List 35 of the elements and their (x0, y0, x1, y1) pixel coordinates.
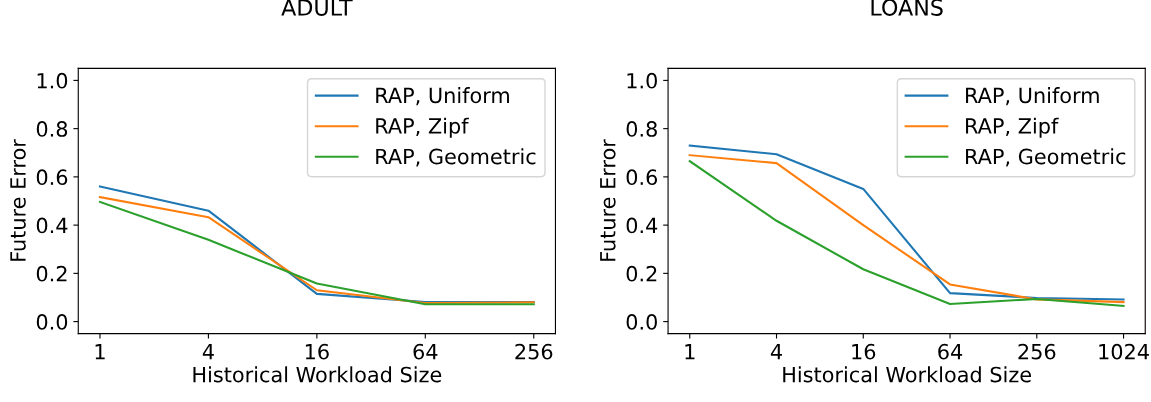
x-tick-label: 1 (95, 344, 105, 360)
y-tick-label: 1.0 (37, 72, 68, 89)
y-tick-label: 0.0 (36, 314, 68, 330)
x-axis-title: Historical Workload Size (783, 366, 1031, 383)
x-tick-label: 256 (1018, 343, 1056, 360)
legend-label: RAP, Uniform (966, 87, 1099, 106)
x-tick-label: 4 (202, 344, 214, 360)
y-tick-label: 0.6 (626, 169, 658, 186)
y-axis-title: Future Error (10, 139, 26, 261)
x-tick-label: 16 (305, 343, 329, 360)
y-tick-label: 0.2 (36, 265, 67, 282)
legend-label: RAP, Geometric (966, 148, 1126, 167)
legend-label: RAP, Zipf (966, 117, 1059, 138)
x-tick-label: 64 (413, 343, 438, 360)
y-tick-label: 0.8 (36, 121, 68, 137)
x-axis-title: Historical Workload Size (193, 366, 442, 383)
y-tick-label: 0.4 (36, 217, 68, 234)
legend-label: RAP, Zipf (376, 117, 469, 138)
x-tick-label: 1 (685, 344, 695, 360)
legend-label: RAP, Uniform (376, 87, 509, 106)
x-tick-label: 1024 (1099, 343, 1149, 360)
x-tick-label: 64 (938, 343, 963, 360)
y-axis-title: Future Error (600, 139, 616, 261)
chart-title: LOANS (871, 0, 943, 16)
y-tick-label: 1.0 (627, 72, 657, 89)
y-tick-label: 0.4 (626, 217, 658, 234)
legend-label: RAP, Geometric (376, 148, 536, 167)
y-tick-label: 0.2 (626, 265, 657, 282)
chart-title: ADULT (281, 0, 353, 16)
y-tick-label: 0.8 (626, 121, 657, 137)
y-tick-label: 0.0 (626, 314, 657, 330)
y-tick-label: 0.6 (36, 169, 68, 186)
x-tick-label: 4 (770, 344, 782, 360)
x-tick-label: 256 (515, 343, 553, 360)
x-tick-label: 16 (852, 343, 876, 360)
